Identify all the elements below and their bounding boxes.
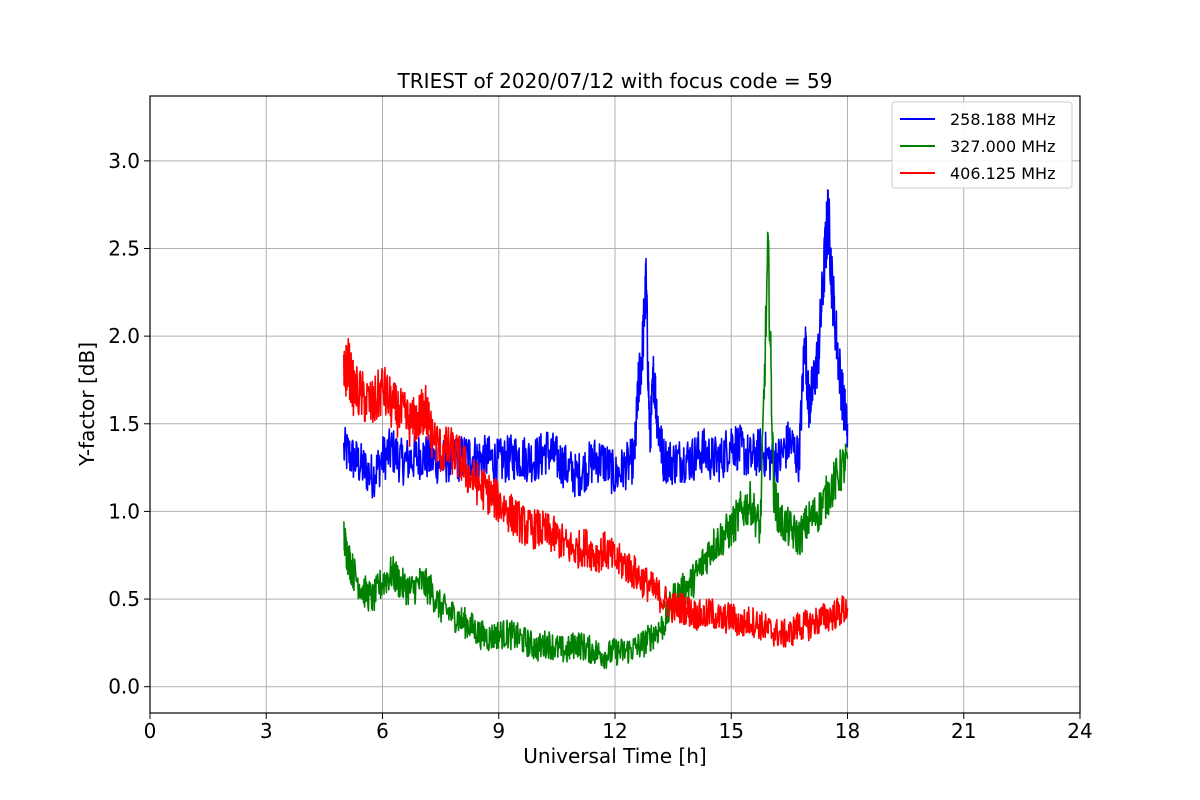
- legend-label-1: 258.188 MHz: [950, 110, 1055, 129]
- series-line-3: [343, 337, 849, 648]
- y-tick-label: 0.0: [108, 675, 140, 699]
- legend: 258.188 MHz 327.000 MHz 406.125 MHz: [891, 101, 1073, 189]
- x-tick-label: 3: [260, 719, 273, 743]
- x-tick-label: 6: [376, 719, 389, 743]
- series-line-2: [343, 231, 849, 670]
- y-tick-label: 0.5: [108, 587, 140, 611]
- x-tick-label: 0: [144, 719, 157, 743]
- x-tick-label: 21: [951, 719, 976, 743]
- y-tick-label: 2.0: [108, 324, 140, 348]
- legend-label-3: 406.125 MHz: [950, 164, 1055, 183]
- y-axis-label: Y-factor [dB]: [75, 342, 99, 467]
- y-tick-label: 1.0: [108, 499, 140, 523]
- series-layer: [343, 189, 849, 670]
- x-tick-label: 12: [602, 719, 627, 743]
- legend-label-2: 327.000 MHz: [950, 137, 1055, 156]
- y-tick-label: 3.0: [108, 149, 140, 173]
- x-tick-label: 18: [835, 719, 860, 743]
- legend-frame: [891, 101, 1073, 189]
- y-tick-label: 2.5: [108, 236, 140, 260]
- x-tick-label: 9: [492, 719, 505, 743]
- chart-title: TRIEST of 2020/07/12 with focus code = 5…: [397, 69, 833, 93]
- ticks-layer: 0 3 6 9 12 15 18 21 24 0.0 0.5 1.0 1.5 2.0 2.5 3.0: [108, 149, 1093, 743]
- x-axis-label: Universal Time [h]: [523, 744, 706, 768]
- x-tick-label: 15: [719, 719, 744, 743]
- y-tick-label: 1.5: [108, 412, 140, 436]
- x-tick-label: 24: [1067, 719, 1092, 743]
